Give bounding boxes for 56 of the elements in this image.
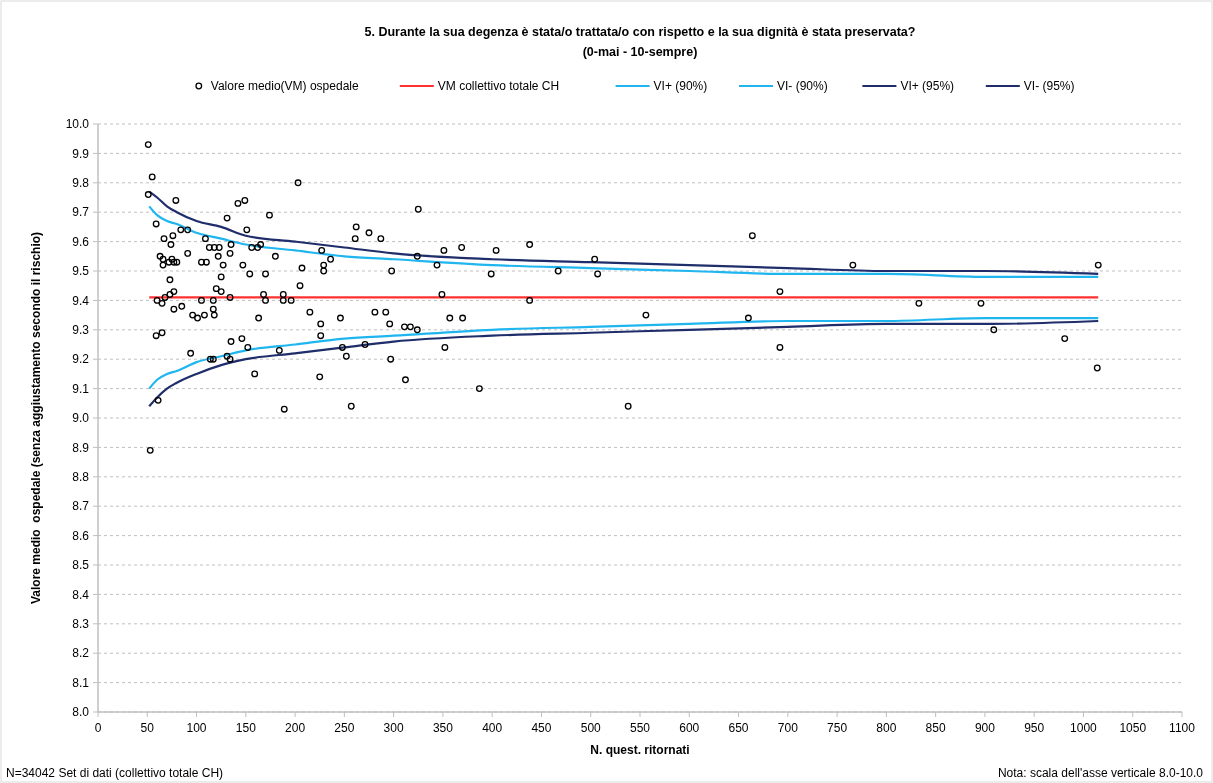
y-tick-label: 9.0 bbox=[72, 411, 90, 426]
text: N=34042 Set di dati (collettivo totale CH) bbox=[6, 766, 224, 780]
y-tick-label: 8.3 bbox=[72, 617, 90, 631]
y-tick-label: 9.5 bbox=[72, 264, 90, 279]
y-tick-label: 8.0 bbox=[72, 705, 90, 720]
y-tick-label: 10.0 bbox=[65, 117, 90, 132]
x-tick-label: 450 bbox=[531, 721, 552, 735]
x-tick-label: 700 bbox=[777, 721, 799, 735]
legend-label: VI+ (95%) bbox=[900, 79, 955, 93]
x-tick-label: 250 bbox=[334, 721, 355, 735]
x-tick-label: 750 bbox=[827, 721, 848, 735]
x-tick-label: 900 bbox=[974, 721, 996, 735]
x-tick-label: 400 bbox=[482, 721, 503, 735]
y-tick-label: 9.1 bbox=[72, 381, 90, 396]
y-tick-label: 8.6 bbox=[72, 528, 90, 543]
y-tick-label: 8.9 bbox=[72, 440, 90, 455]
x-tick-label: 50 bbox=[140, 721, 155, 735]
x-tick-label: 950 bbox=[1024, 721, 1045, 735]
x-tick-label: 100 bbox=[186, 721, 207, 735]
chart-title: 5. Durante la sua degenza è stata/o trattata/o con rispetto e la sua dignità è stata preservata? bbox=[364, 25, 916, 39]
legend-label: VM collettivo totale CH bbox=[437, 79, 560, 93]
y-tick-label: 8.1 bbox=[72, 675, 90, 690]
x-tick-label: 1000 bbox=[1070, 721, 1098, 735]
x-tick-label: 300 bbox=[383, 721, 404, 735]
x-axis-title: N. quest. ritornati bbox=[590, 743, 690, 757]
legend-label: VI+ (90%) bbox=[653, 79, 708, 93]
y-tick-label: 8.2 bbox=[72, 646, 90, 661]
x-tick-label: 550 bbox=[629, 721, 651, 735]
x-tick-label: 650 bbox=[728, 721, 749, 735]
y-tick-label: 9.8 bbox=[72, 176, 90, 190]
legend-label: Valore medio(VM) ospedale bbox=[210, 79, 359, 93]
y-tick-label: 9.9 bbox=[72, 146, 90, 161]
x-tick-label: 1100 bbox=[1169, 721, 1196, 735]
x-tick-label: 200 bbox=[285, 721, 306, 735]
y-tick-label: 8.5 bbox=[72, 558, 90, 573]
legend-label: VI- (90%) bbox=[777, 79, 828, 93]
x-tick-label: 850 bbox=[925, 721, 946, 735]
y-tick-label: 9.2 bbox=[72, 352, 90, 367]
x-tick-label: 500 bbox=[580, 721, 602, 735]
x-tick-label: 1050 bbox=[1119, 721, 1147, 735]
x-tick-label: 150 bbox=[235, 721, 257, 735]
y-tick-label: 9.4 bbox=[72, 293, 90, 308]
x-tick-label: 0 bbox=[94, 721, 102, 735]
legend-label: VI- (95%) bbox=[1023, 79, 1075, 93]
chart-subtitle: (0-mai - 10-sempre) bbox=[582, 45, 698, 59]
y-tick-label: 8.4 bbox=[72, 587, 90, 602]
x-tick-label: 800 bbox=[876, 721, 897, 735]
y-axis-title: Valore medio ospedale (senza aggiustamento secondo il rischio) bbox=[29, 231, 43, 605]
y-tick-label: 8.7 bbox=[72, 499, 90, 514]
text: Nota: scala dell'asse verticale 8.0-10.0 bbox=[997, 766, 1204, 780]
y-tick-label: 9.6 bbox=[72, 234, 90, 249]
y-tick-label: 9.3 bbox=[72, 323, 90, 337]
y-tick-label: 9.7 bbox=[72, 205, 90, 220]
y-tick-label: 8.8 bbox=[72, 470, 90, 484]
x-tick-label: 600 bbox=[679, 721, 700, 735]
x-tick-label: 350 bbox=[432, 721, 454, 735]
